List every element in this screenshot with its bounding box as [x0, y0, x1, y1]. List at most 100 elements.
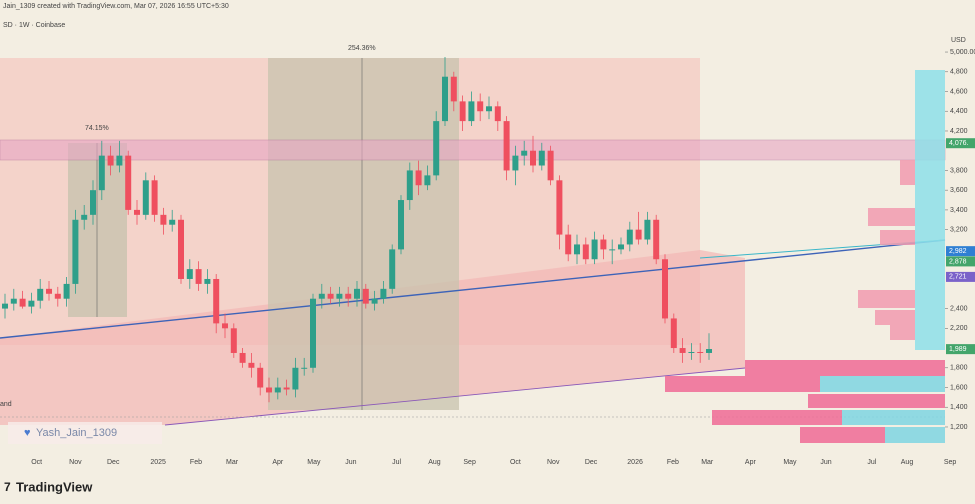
x-tick-label: Jul — [392, 459, 401, 466]
candle-body — [222, 323, 228, 329]
candle-body — [345, 293, 352, 299]
candle-body — [81, 214, 88, 220]
candle-body — [90, 190, 96, 215]
y-tick-label: 4,400 — [950, 108, 968, 115]
candle-body — [697, 351, 704, 353]
y-tick-label: 1,800 — [950, 365, 968, 372]
watermark: Yash_Jain_1309 — [36, 427, 117, 439]
x-tick-label: Jun — [345, 459, 356, 466]
x-tick-label: Nov — [69, 459, 82, 466]
y-tick-label: 2,200 — [950, 325, 968, 332]
candle-body — [10, 298, 17, 304]
candle-body — [626, 229, 633, 245]
y-tick-label: 4,200 — [950, 128, 968, 135]
x-tick-label: Oct — [510, 459, 521, 466]
candle-body — [125, 155, 132, 210]
candle-body — [134, 209, 140, 215]
heart-icon: ♥ — [24, 427, 31, 439]
y-tick-label: 2,400 — [950, 305, 968, 312]
candle-body — [37, 288, 44, 301]
candle-body — [310, 298, 316, 368]
candle-body — [380, 288, 387, 299]
candle-body — [494, 106, 501, 122]
candle-body — [442, 76, 448, 122]
candle-body — [486, 106, 492, 112]
candle-body — [301, 367, 308, 369]
price-badge — [946, 138, 975, 149]
candle-body — [2, 303, 8, 309]
currency: USD — [951, 37, 966, 44]
y-tick-label: 4,800 — [950, 69, 968, 76]
candle-body — [142, 180, 149, 215]
watermark-box — [8, 422, 162, 444]
x-tick-label: 2025 — [150, 459, 166, 466]
candle-body — [635, 229, 642, 240]
y-tick-label: 1,400 — [950, 404, 968, 411]
candle-body — [538, 150, 545, 166]
candle-body — [670, 318, 677, 349]
candle-body — [63, 283, 70, 299]
price-badge — [946, 271, 975, 282]
price-badge-label: 2,878 — [949, 258, 967, 265]
candle-body — [230, 328, 237, 353]
volume-profile — [665, 70, 945, 443]
candle-body — [28, 300, 35, 307]
candle-body — [239, 352, 246, 363]
candle-body — [72, 219, 79, 284]
candle-body — [213, 278, 220, 324]
candle-body — [204, 278, 211, 284]
candle-body — [565, 234, 572, 255]
annotation: 74.15% — [85, 125, 109, 132]
candle-body — [609, 249, 616, 251]
y-tick-label: 1,200 — [950, 424, 968, 431]
candle-body — [46, 288, 52, 294]
y-tick-label: 3,800 — [950, 167, 968, 174]
price-badge-label: 1,989 — [949, 346, 967, 353]
trend-line — [0, 239, 946, 339]
candle-body — [362, 288, 369, 304]
candle-body — [371, 298, 378, 304]
x-tick-label: May — [783, 459, 797, 466]
y-tick-label: 1,600 — [950, 384, 968, 391]
candle-body — [530, 150, 536, 166]
y-tick-label: 3,600 — [950, 187, 968, 194]
candle-body — [169, 219, 176, 225]
price-badge-label: 4,076. — [949, 140, 969, 147]
y-tick-label: 4,600 — [950, 88, 968, 95]
candle-body — [600, 239, 607, 250]
candle-body — [266, 387, 272, 393]
x-tick-label: Feb — [190, 459, 202, 466]
x-tick-label: Dec — [585, 459, 598, 466]
x-tick-label: Nov — [547, 459, 560, 466]
candle-body — [556, 180, 563, 235]
candle-body — [591, 239, 598, 260]
candle-body — [679, 348, 686, 353]
candle-body — [107, 155, 114, 166]
y-tick-label: 5,000.00 — [950, 49, 975, 56]
price-badge-label: 2,982 — [949, 248, 967, 255]
x-tick-label: Sep — [944, 459, 957, 466]
candle-body — [468, 101, 475, 122]
x-tick-label: Jul — [867, 459, 876, 466]
x-tick-label: May — [307, 459, 321, 466]
candle-body — [688, 351, 695, 353]
candle-body — [274, 387, 281, 393]
x-tick-label: Dec — [107, 459, 120, 466]
candle-body — [644, 219, 651, 240]
resistance-band — [0, 139, 946, 161]
candle-body — [195, 269, 202, 284]
symbol: SD · 1W · Coinbase — [3, 22, 65, 29]
candle-body — [424, 175, 431, 186]
candle-body — [178, 219, 184, 279]
logo: 7 — [4, 480, 11, 494]
annotation: 254.36% — [348, 45, 376, 52]
candle-body — [477, 101, 484, 112]
candle-body — [459, 101, 466, 122]
candle-body — [151, 180, 158, 215]
candle-body — [327, 293, 334, 299]
price-badge — [946, 256, 975, 267]
x-tick-label: Oct — [31, 459, 42, 466]
x-tick-label: Feb — [667, 459, 679, 466]
candle-body — [54, 293, 61, 299]
x-tick-label: Mar — [226, 459, 239, 466]
